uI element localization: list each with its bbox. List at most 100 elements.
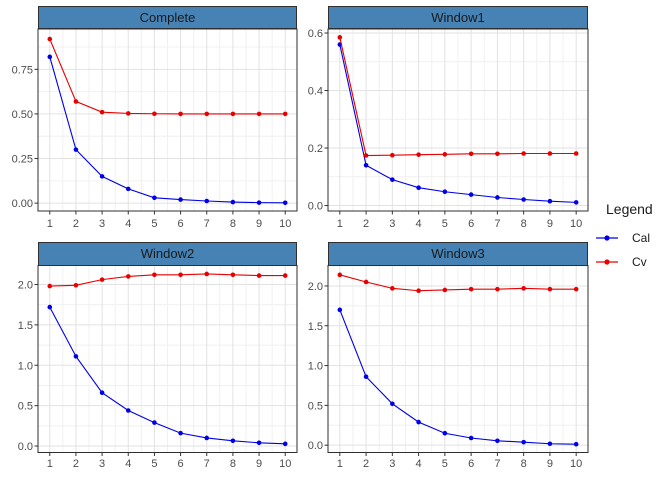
point-cv <box>178 272 183 278</box>
x-tick-label: 4 <box>416 458 422 470</box>
y-tick-label: 1.0 <box>308 361 323 373</box>
point-cv <box>547 286 553 292</box>
x-tick-label: 7 <box>204 218 210 230</box>
x-tick-label: 2 <box>363 218 369 230</box>
minor-gridlines <box>328 29 588 211</box>
panel-border <box>37 265 298 453</box>
x-tick-label: 4 <box>125 218 131 230</box>
x-tick-label: 5 <box>442 218 448 230</box>
y-tick-label: 0.75 <box>12 64 33 76</box>
point-cal <box>178 430 183 436</box>
x-tick-label: 3 <box>99 218 105 230</box>
point-cal <box>573 441 579 447</box>
point-cv <box>468 151 474 157</box>
point-cv <box>521 286 526 291</box>
point-cal <box>416 419 421 425</box>
y-tick-label: 0.25 <box>12 154 33 166</box>
x-tick-label: 2 <box>73 218 79 230</box>
x-tick-label: 7 <box>494 458 500 470</box>
x-tick-label: 3 <box>389 218 395 230</box>
facet-title-window1: Window1 <box>431 10 485 25</box>
point-cal <box>337 307 343 313</box>
point-cv <box>547 151 553 156</box>
minor-gridlines <box>328 265 588 453</box>
point-cal <box>468 435 474 441</box>
point-cal <box>178 197 183 202</box>
x-tick-label: 1 <box>337 458 343 470</box>
point-cv <box>47 36 53 42</box>
point-cv <box>99 277 105 282</box>
legend-key-cal-icon <box>596 235 618 241</box>
point-cal <box>99 174 105 179</box>
point-cv <box>495 286 500 292</box>
major-gridlines <box>38 265 297 453</box>
series-cv <box>47 36 288 117</box>
y-tick-label: 1.5 <box>18 320 33 332</box>
y-tick-label: 0.5 <box>18 401 33 413</box>
point-cal <box>256 440 262 446</box>
x-tick-label: 6 <box>468 218 474 230</box>
x-tick-label: 9 <box>256 458 262 470</box>
panel-window2: 1 2 3 4 5 6 7 8 9 10 0.0 0.5 1.0 1.5 2.0 <box>18 265 298 470</box>
point-cal <box>152 420 157 425</box>
series-cal <box>337 307 579 447</box>
x-tick-label: 8 <box>230 218 236 230</box>
point-cal <box>256 200 262 205</box>
facet-strip-window1: Window1 <box>328 6 588 29</box>
x-tick-label: 5 <box>151 458 157 470</box>
point-cal <box>73 147 79 152</box>
point-cv <box>416 152 421 157</box>
axis-ticks-and-labels: 1 2 3 4 5 6 7 8 9 10 0.0 0.5 1.0 1.5 2.0 <box>18 279 292 470</box>
panel-border <box>327 28 589 212</box>
point-cal <box>442 189 448 195</box>
point-cv <box>282 111 288 117</box>
line-cal <box>49 306 286 445</box>
y-tick-label: 0.00 <box>12 198 33 210</box>
x-tick-label: 3 <box>99 458 105 470</box>
point-cal <box>47 304 53 310</box>
point-cal <box>390 401 395 407</box>
x-tick-label: 8 <box>521 218 527 230</box>
x-tick-label: 7 <box>204 458 210 470</box>
x-tick-label: 10 <box>570 458 582 470</box>
panel-border <box>37 28 298 212</box>
x-tick-label: 1 <box>47 218 53 230</box>
point-cv <box>573 151 579 156</box>
minor-gridlines <box>38 265 297 453</box>
point-cv <box>230 111 236 117</box>
point-cv <box>573 286 579 292</box>
x-tick-label: 2 <box>73 458 79 470</box>
point-cv <box>152 272 157 278</box>
x-tick-label: 5 <box>442 458 448 470</box>
point-cv <box>390 152 395 158</box>
legend-key-point <box>604 259 610 265</box>
point-cal <box>282 441 288 447</box>
x-tick-label: 9 <box>547 218 553 230</box>
x-tick-label: 9 <box>547 458 553 470</box>
point-cal <box>390 177 395 182</box>
point-cv <box>442 152 448 157</box>
point-cal <box>495 438 500 444</box>
line-cal <box>339 309 577 445</box>
point-cv <box>390 286 395 291</box>
series-cv <box>47 271 288 289</box>
y-tick-label: 0.50 <box>12 109 33 121</box>
point-cal <box>204 198 210 204</box>
point-cal <box>99 390 105 396</box>
x-tick-label: 6 <box>178 458 184 470</box>
facet-strip-window2: Window2 <box>38 242 297 266</box>
point-cal <box>363 162 369 168</box>
point-cal <box>230 438 236 444</box>
point-cv <box>178 111 183 117</box>
x-tick-label: 6 <box>468 458 474 470</box>
line-cal <box>49 56 286 204</box>
point-cal <box>363 374 369 380</box>
axis-ticks-and-labels: 1 2 3 4 5 6 7 8 9 10 0.00 0.25 0.50 0.75 <box>12 64 292 230</box>
legend-entry-cal: Cal <box>594 230 672 246</box>
major-gridlines <box>328 265 588 453</box>
point-cv <box>363 279 369 285</box>
point-cal <box>468 192 474 197</box>
point-cal <box>416 185 421 191</box>
point-cal <box>521 197 526 202</box>
